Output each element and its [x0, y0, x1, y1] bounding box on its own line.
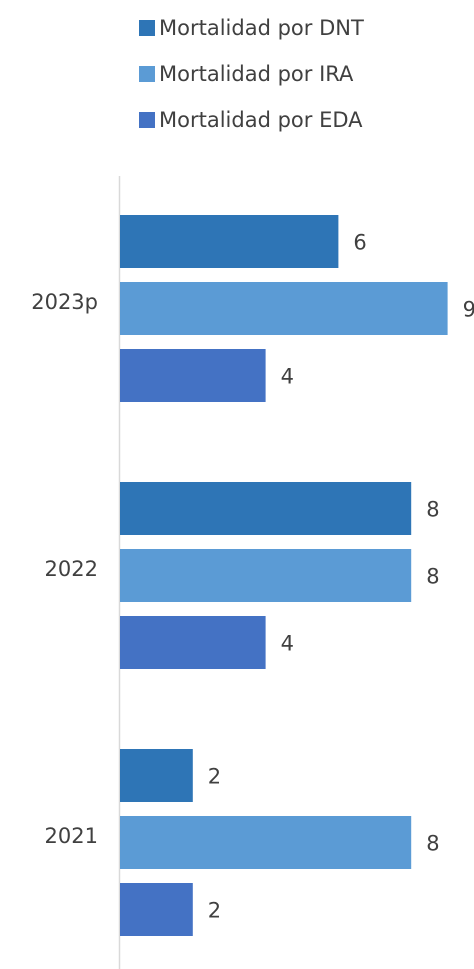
- bar-mortalidad-por-dnt-2022: [120, 482, 412, 535]
- bar-mortalidad-por-ira-2023p: [120, 282, 448, 335]
- data-label: 6: [353, 231, 366, 255]
- data-label: 2: [208, 765, 221, 789]
- data-label: 4: [281, 365, 294, 389]
- legend-swatch: [139, 66, 155, 82]
- legend: Mortalidad por DNT Mortalidad por IRA Mort…: [139, 16, 364, 132]
- bar-mortalidad-por-dnt-2023p: [120, 215, 339, 268]
- data-label: 8: [426, 498, 439, 522]
- data-label: 8: [426, 565, 439, 589]
- legend-label: Mortalidad por DNT: [159, 16, 364, 40]
- data-label: 8: [426, 832, 439, 856]
- category-group-2023p: 2023p 6 9 4: [31, 215, 474, 402]
- category-label: 2021: [45, 824, 98, 848]
- legend-label: Mortalidad por EDA: [159, 108, 363, 132]
- bar-mortalidad-por-dnt-2021: [120, 749, 193, 802]
- bar-mortalidad-por-eda-2022: [120, 616, 266, 669]
- legend-item-mortalidad-por-eda: Mortalidad por EDA: [139, 108, 363, 132]
- bar-mortalidad-por-ira-2021: [120, 816, 412, 869]
- bar-mortalidad-por-eda-2021: [120, 883, 193, 936]
- legend-item-mortalidad-por-ira: Mortalidad por IRA: [139, 62, 354, 86]
- category-label: 2023p: [31, 290, 98, 314]
- category-group-2021: 2021 2 8 2: [45, 749, 440, 936]
- data-label: 9: [463, 298, 474, 322]
- legend-swatch: [139, 20, 155, 36]
- bar-mortalidad-por-ira-2022: [120, 549, 412, 602]
- bar-mortalidad-por-eda-2023p: [120, 349, 266, 402]
- category-group-2022: 2022 8 8 4: [45, 482, 440, 669]
- legend-item-mortalidad-por-dnt: Mortalidad por DNT: [139, 16, 364, 40]
- category-label: 2022: [45, 557, 98, 581]
- plot-area: 2023p 6 9 4 2022 8 8 4 2021 2 8 2: [31, 215, 474, 936]
- legend-label: Mortalidad por IRA: [159, 62, 354, 86]
- legend-swatch: [139, 112, 155, 128]
- data-label: 2: [208, 899, 221, 923]
- data-label: 4: [281, 632, 294, 656]
